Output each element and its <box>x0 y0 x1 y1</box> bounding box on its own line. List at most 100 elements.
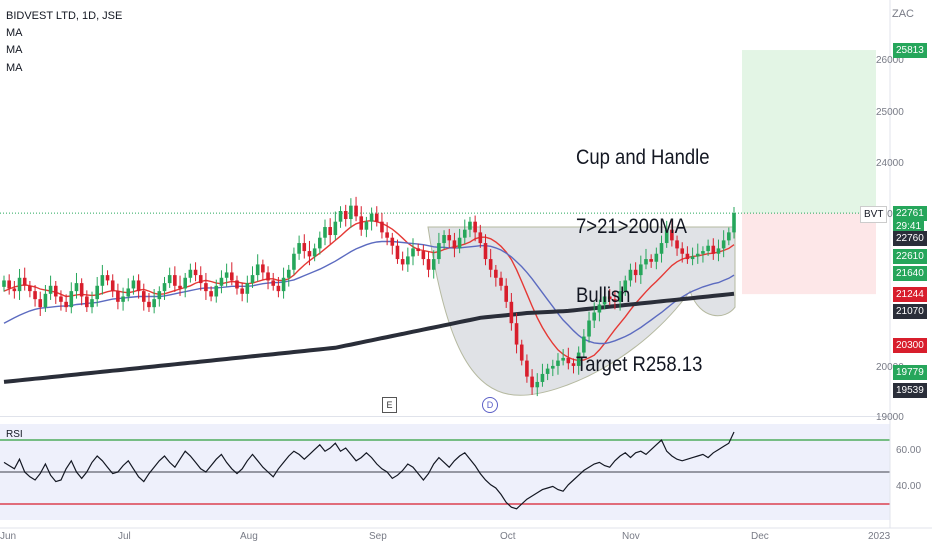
profit-zone <box>742 50 876 214</box>
candle-body <box>504 285 508 302</box>
candle-body <box>556 360 560 366</box>
earnings-event-marker[interactable]: E <box>382 397 397 413</box>
candle-body <box>224 272 229 278</box>
candle-body <box>48 285 53 294</box>
candle-body <box>690 256 695 260</box>
candle-body <box>727 232 731 241</box>
candle-body <box>483 243 488 260</box>
price-label: 21640 <box>893 265 927 281</box>
candle-body <box>183 277 188 289</box>
candle-body <box>79 283 84 297</box>
candle-body <box>711 245 716 254</box>
price-label: 21244 <box>893 287 927 303</box>
candle-body <box>395 245 400 260</box>
candle-body <box>53 285 58 297</box>
candle-body <box>545 368 550 374</box>
candle-body <box>116 291 120 302</box>
candle-body <box>318 237 322 249</box>
candle-body <box>369 213 374 222</box>
price-label: 19779 <box>893 365 927 381</box>
candle-body <box>535 381 540 388</box>
candle-body <box>74 283 79 292</box>
candle-body <box>416 248 420 252</box>
price-label: 22761 <box>893 206 927 222</box>
pane-divider <box>0 416 890 417</box>
candle-body <box>302 243 307 252</box>
candle-body <box>131 280 136 289</box>
annotation-line-4: Target R258.13 <box>576 353 703 376</box>
candle-body <box>701 251 705 254</box>
indicator-label-ma-2[interactable]: MA <box>6 44 23 56</box>
candle-body <box>198 275 203 284</box>
candle-body <box>17 277 22 292</box>
candle-body <box>121 296 125 302</box>
candle-body <box>649 259 653 262</box>
candle-body <box>664 229 669 244</box>
price-tick: 25000 <box>876 107 904 118</box>
indicator-label-ma-1[interactable]: MA <box>6 27 23 39</box>
candle-body <box>162 283 167 292</box>
candle-body <box>292 253 296 270</box>
candle-body <box>219 277 224 286</box>
rsi-label[interactable]: RSI <box>6 429 23 440</box>
candle-body <box>644 259 648 265</box>
candle-body <box>85 296 89 308</box>
candle-body <box>602 296 607 305</box>
candle-body <box>152 299 156 308</box>
candle-body <box>628 269 633 281</box>
candle-body <box>519 344 524 361</box>
chart-annotation[interactable]: Cup and Handle 7>21>200MA Bullish Target… <box>576 100 728 399</box>
candle-body <box>721 240 726 249</box>
price-label: 19539 <box>893 382 927 398</box>
price-label: 20300 <box>893 337 927 353</box>
candle-body <box>28 285 32 292</box>
candle-body <box>431 259 436 270</box>
candle-body <box>157 291 162 300</box>
time-label: Jul <box>118 531 131 542</box>
candle-body <box>550 365 555 369</box>
candle-body <box>323 227 327 238</box>
rsi-tick: 60.00 <box>896 445 922 456</box>
candle-body <box>525 360 529 377</box>
rsi-tick: 40.00 <box>896 481 922 492</box>
dividend-event-marker[interactable]: D <box>482 397 498 413</box>
moving-average-line-2 <box>3 240 735 345</box>
indicator-label-ma-3[interactable]: MA <box>6 62 23 74</box>
candle-body <box>173 275 177 286</box>
price-tick: 24000 <box>876 158 904 169</box>
candle-body <box>494 269 498 278</box>
candle-body <box>462 229 467 238</box>
candle-body <box>706 245 710 252</box>
candle-body <box>141 291 146 302</box>
loss-zone <box>742 213 876 295</box>
candle-body <box>69 291 74 308</box>
moving-averages <box>3 219 735 384</box>
candle-body <box>406 256 410 265</box>
candle-body <box>64 301 68 308</box>
candle-body <box>426 259 431 270</box>
axes <box>0 0 932 529</box>
candle-body <box>514 323 519 345</box>
candle-body <box>633 269 638 276</box>
candle-body <box>566 357 571 364</box>
moving-average-line-1 <box>3 219 735 362</box>
candle-body <box>716 248 721 254</box>
candle-body <box>7 280 11 289</box>
price-tick: 23000 <box>876 209 904 220</box>
candle-body <box>400 259 405 265</box>
candle-body <box>582 336 586 353</box>
candle-body <box>343 211 348 220</box>
candle-body <box>587 320 591 337</box>
candle-body <box>240 288 244 294</box>
candle-body <box>380 221 384 233</box>
time-label: Nov <box>622 531 640 542</box>
candle-body <box>167 275 172 284</box>
candle-body <box>250 275 255 284</box>
candle-body <box>147 301 151 308</box>
candle-body <box>90 299 94 308</box>
annotation-line-1: Cup and Handle <box>576 146 710 169</box>
price-label: 25813 <box>893 43 927 59</box>
candle-body <box>499 277 503 286</box>
price-tick: 26000 <box>876 55 904 66</box>
